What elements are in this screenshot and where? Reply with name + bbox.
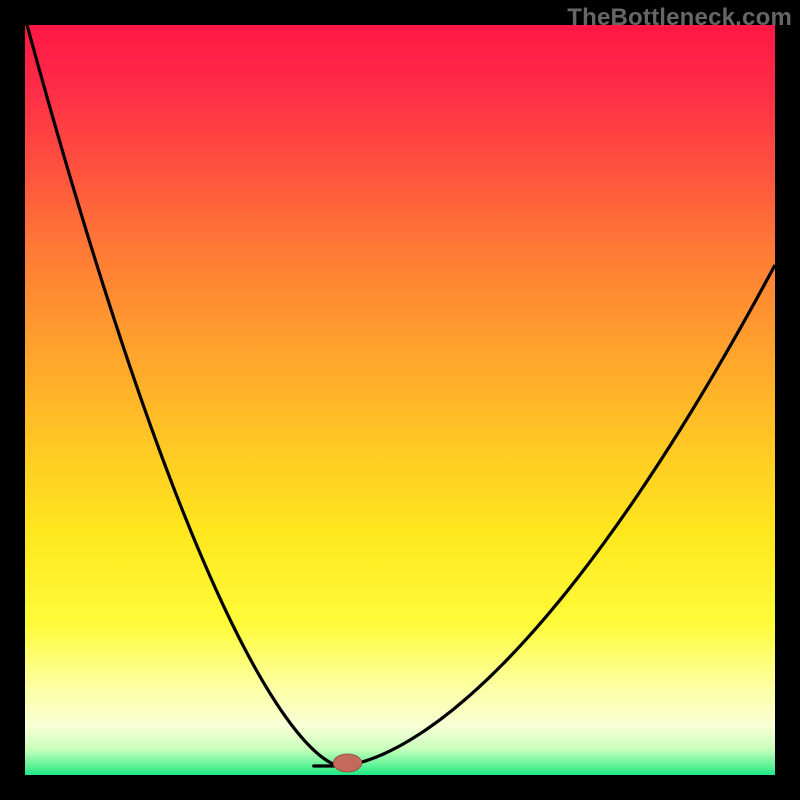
watermark-label: TheBottleneck.com — [567, 4, 792, 32]
gradient-background — [25, 25, 775, 775]
chart-root: TheBottleneck.com — [0, 0, 800, 800]
optimal-point-marker — [333, 754, 362, 772]
chart-svg — [25, 25, 775, 775]
plot-area — [25, 25, 775, 775]
